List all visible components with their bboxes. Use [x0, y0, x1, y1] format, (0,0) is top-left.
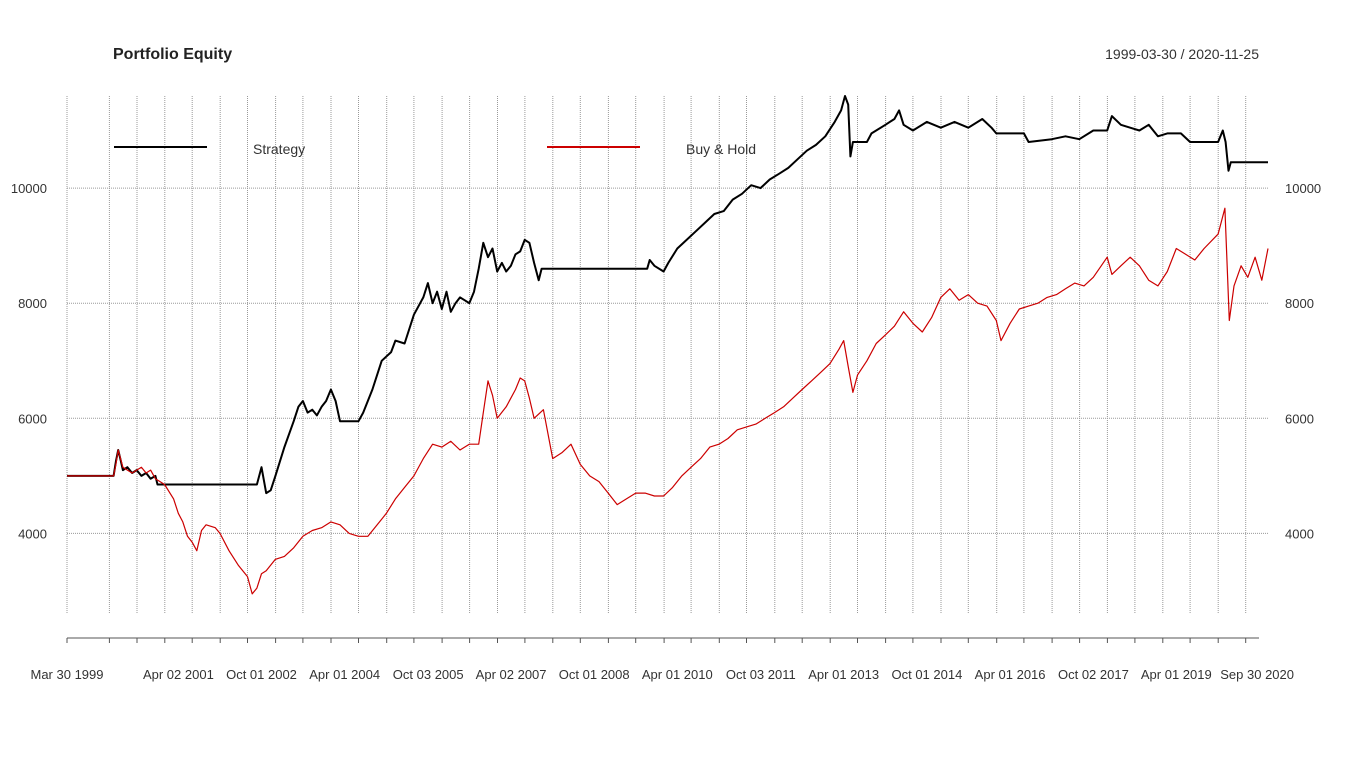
y-tick-label-right: 8000 [1285, 296, 1314, 311]
x-tick-label: Oct 01 2008 [559, 667, 630, 682]
y-tick-label-right: 6000 [1285, 411, 1314, 426]
x-tick-label: Apr 01 2019 [1141, 667, 1212, 682]
x-tick-label: Apr 02 2007 [476, 667, 547, 682]
x-tick-label: Oct 01 2014 [891, 667, 962, 682]
grid [66, 96, 1268, 614]
x-tick-label: Oct 03 2011 [726, 667, 796, 682]
plot-area [67, 95, 1269, 595]
x-tick-label: Apr 01 2013 [808, 667, 879, 682]
y-axis: 4000 4000 6000 6000 8000 8000 10000 10000 [11, 181, 1321, 541]
x-tick-label: Apr 01 2010 [642, 667, 713, 682]
y-tick-label-left: 4000 [18, 526, 47, 541]
y-tick-label-right: 10000 [1285, 181, 1321, 196]
y-tick-label-left: 10000 [11, 181, 47, 196]
x-axis: Mar 30 1999 Apr 02 2001 Oct 01 2002 Apr 01 … [31, 637, 1294, 682]
date-range-label: 1999-03-30 / 2020-11-25 [1105, 46, 1259, 62]
x-tick-label: Apr 01 2016 [975, 667, 1046, 682]
x-tick-label: Apr 02 2001 [143, 667, 214, 682]
chart-title: Portfolio Equity [113, 46, 232, 63]
x-tick-label: Oct 03 2005 [393, 667, 464, 682]
legend-label-strategy: Strategy [253, 141, 305, 157]
y-tick-label-right: 4000 [1285, 526, 1314, 541]
legend: Strategy Buy & Hold [114, 141, 756, 157]
series-line-buy-hold [67, 207, 1269, 595]
legend-label-buy-hold: Buy & Hold [686, 141, 756, 157]
x-tick-label: Oct 01 2002 [226, 667, 297, 682]
x-tick-label: Oct 02 2017 [1058, 667, 1129, 682]
y-tick-label-left: 8000 [18, 296, 47, 311]
x-tick-label: Apr 01 2004 [309, 667, 380, 682]
x-tick-label: Sep 30 2020 [1220, 667, 1294, 682]
series-line-strategy [67, 95, 1268, 495]
x-tick-label: Mar 30 1999 [31, 667, 104, 682]
y-tick-label-left: 6000 [18, 411, 47, 426]
